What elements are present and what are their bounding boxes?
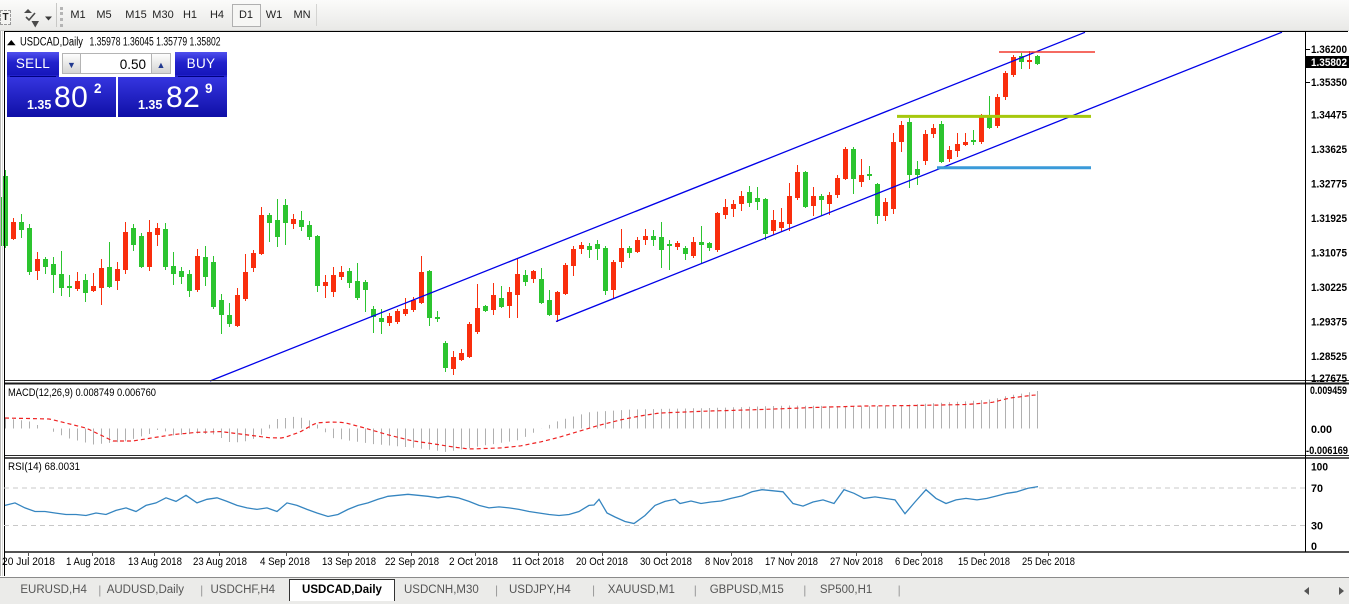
svg-text:4 Sep 2018: 4 Sep 2018 — [260, 556, 310, 568]
svg-text:30: 30 — [1311, 521, 1323, 533]
svg-text:1.35978 1.36045 1.35779 1.3580: 1.35978 1.36045 1.35779 1.35802 — [90, 37, 221, 49]
svg-text:0.00: 0.00 — [1311, 424, 1332, 436]
svg-text:1.28525: 1.28525 — [1311, 351, 1347, 363]
svg-text:1.35802: 1.35802 — [1311, 57, 1347, 69]
svg-text:1.36200: 1.36200 — [1311, 44, 1347, 56]
svg-text:1.35350: 1.35350 — [1311, 77, 1347, 89]
svg-text:70: 70 — [1311, 483, 1323, 495]
svg-text:27 Nov 2018: 27 Nov 2018 — [830, 556, 883, 568]
svg-text:0.009459: 0.009459 — [1310, 385, 1347, 397]
svg-text:1.33625: 1.33625 — [1311, 144, 1347, 156]
svg-text:1.29375: 1.29375 — [1311, 317, 1347, 329]
svg-text:15 Dec 2018: 15 Dec 2018 — [958, 556, 1010, 568]
svg-text:25 Dec 2018: 25 Dec 2018 — [1022, 556, 1075, 568]
svg-text:0: 0 — [1311, 541, 1317, 553]
svg-text:17 Nov 2018: 17 Nov 2018 — [765, 556, 818, 568]
svg-text:20 Jul 2018: 20 Jul 2018 — [2, 556, 55, 568]
svg-text:USDCAD,Daily: USDCAD,Daily — [20, 37, 83, 49]
svg-text:11 Oct 2018: 11 Oct 2018 — [512, 556, 564, 568]
svg-text:2 Oct 2018: 2 Oct 2018 — [449, 556, 498, 568]
svg-text:1.27675: 1.27675 — [1311, 373, 1347, 385]
svg-text:30 Oct 2018: 30 Oct 2018 — [640, 556, 692, 568]
svg-text:RSI(14) 68.0031: RSI(14) 68.0031 — [8, 461, 80, 473]
svg-text:1 Aug 2018: 1 Aug 2018 — [66, 556, 115, 568]
svg-text:1.34475: 1.34475 — [1311, 110, 1347, 122]
svg-text:1.32775: 1.32775 — [1311, 179, 1347, 191]
svg-text:8 Nov 2018: 8 Nov 2018 — [705, 556, 753, 568]
svg-text:6 Dec 2018: 6 Dec 2018 — [895, 556, 943, 568]
svg-text:1.30225: 1.30225 — [1311, 282, 1347, 294]
svg-text:13 Aug 2018: 13 Aug 2018 — [128, 556, 182, 568]
svg-text:20 Oct 2018: 20 Oct 2018 — [576, 556, 628, 568]
svg-text:100: 100 — [1311, 462, 1328, 474]
svg-text:1.31925: 1.31925 — [1311, 213, 1347, 225]
svg-text:MACD(12,26,9) 0.008749 0.00676: MACD(12,26,9) 0.008749 0.006760 — [8, 387, 156, 399]
svg-text:1.31075: 1.31075 — [1311, 248, 1347, 260]
svg-text:23 Aug 2018: 23 Aug 2018 — [193, 556, 247, 568]
svg-text:13 Sep 2018: 13 Sep 2018 — [322, 556, 376, 568]
svg-text:22 Sep 2018: 22 Sep 2018 — [385, 556, 439, 568]
svg-text:-0.006169: -0.006169 — [1306, 445, 1348, 457]
